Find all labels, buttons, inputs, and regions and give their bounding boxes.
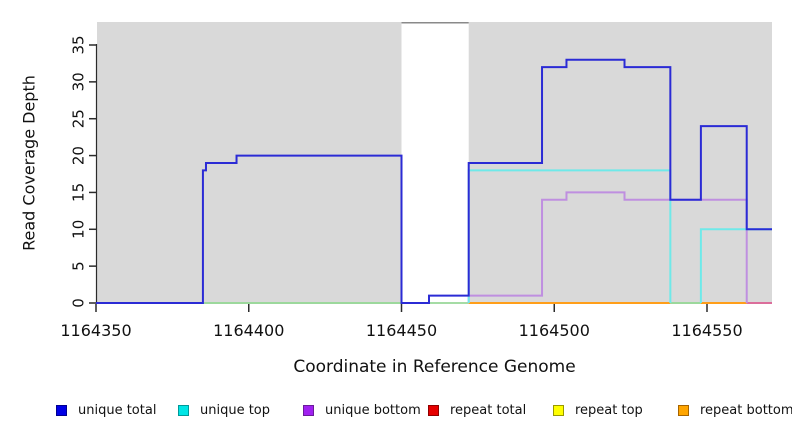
legend-item-unique-bottom: unique bottom — [303, 401, 421, 419]
legend-item-repeat-total: repeat total — [428, 401, 526, 419]
legend-label: repeat top — [575, 402, 643, 418]
legend-label: unique top — [200, 402, 271, 418]
x-tick-label: 1164450 — [366, 321, 437, 340]
legend-label: unique total — [78, 402, 157, 418]
legend-item-unique-total: unique total — [56, 401, 156, 419]
y-tick-label: 15 — [70, 183, 88, 202]
legend-item-repeat-bottom: repeat bottom — [678, 401, 792, 419]
y-tick-label: 35 — [70, 35, 88, 54]
legend-swatch-icon — [303, 404, 314, 416]
panel-background-left — [97, 22, 402, 304]
y-tick-label: 25 — [70, 109, 88, 128]
legend-label: repeat total — [450, 402, 527, 418]
legend-item-unique-top: unique top — [178, 401, 270, 419]
y-tick-label: 0 — [70, 298, 88, 308]
y-tick-label: 20 — [70, 146, 88, 165]
y-tick-label: 5 — [70, 261, 88, 271]
x-axis-title: Coordinate in Reference Genome — [293, 357, 576, 377]
legend-swatch-icon — [178, 404, 189, 416]
series-line-unique-total — [96, 58, 772, 304]
y-tick-label: 30 — [70, 72, 88, 91]
legend-swatch-icon — [428, 404, 439, 416]
plot-area: 1164350 1164400 1164450 1164500 1164550 0 5 10 1… — [60, 22, 772, 340]
legend-swatch-icon — [678, 404, 689, 416]
x-tick-label: 1164400 — [213, 321, 284, 340]
legend-label: unique bottom — [325, 402, 421, 418]
legend: unique total unique top unique bottom repea… — [0, 401, 792, 423]
x-tick-label: 1164550 — [671, 321, 742, 340]
legend-swatch-icon — [553, 404, 564, 416]
legend-label: repeat bottom — [700, 402, 792, 418]
x-tick-label: 1164350 — [60, 321, 131, 340]
legend-item-repeat-top: repeat top — [553, 401, 643, 419]
y-tick-label: 10 — [70, 220, 88, 239]
x-tick-label: 1164500 — [519, 321, 590, 340]
y-axis-title: Read Coverage Depth — [19, 75, 39, 251]
legend-swatch-icon — [56, 404, 67, 416]
